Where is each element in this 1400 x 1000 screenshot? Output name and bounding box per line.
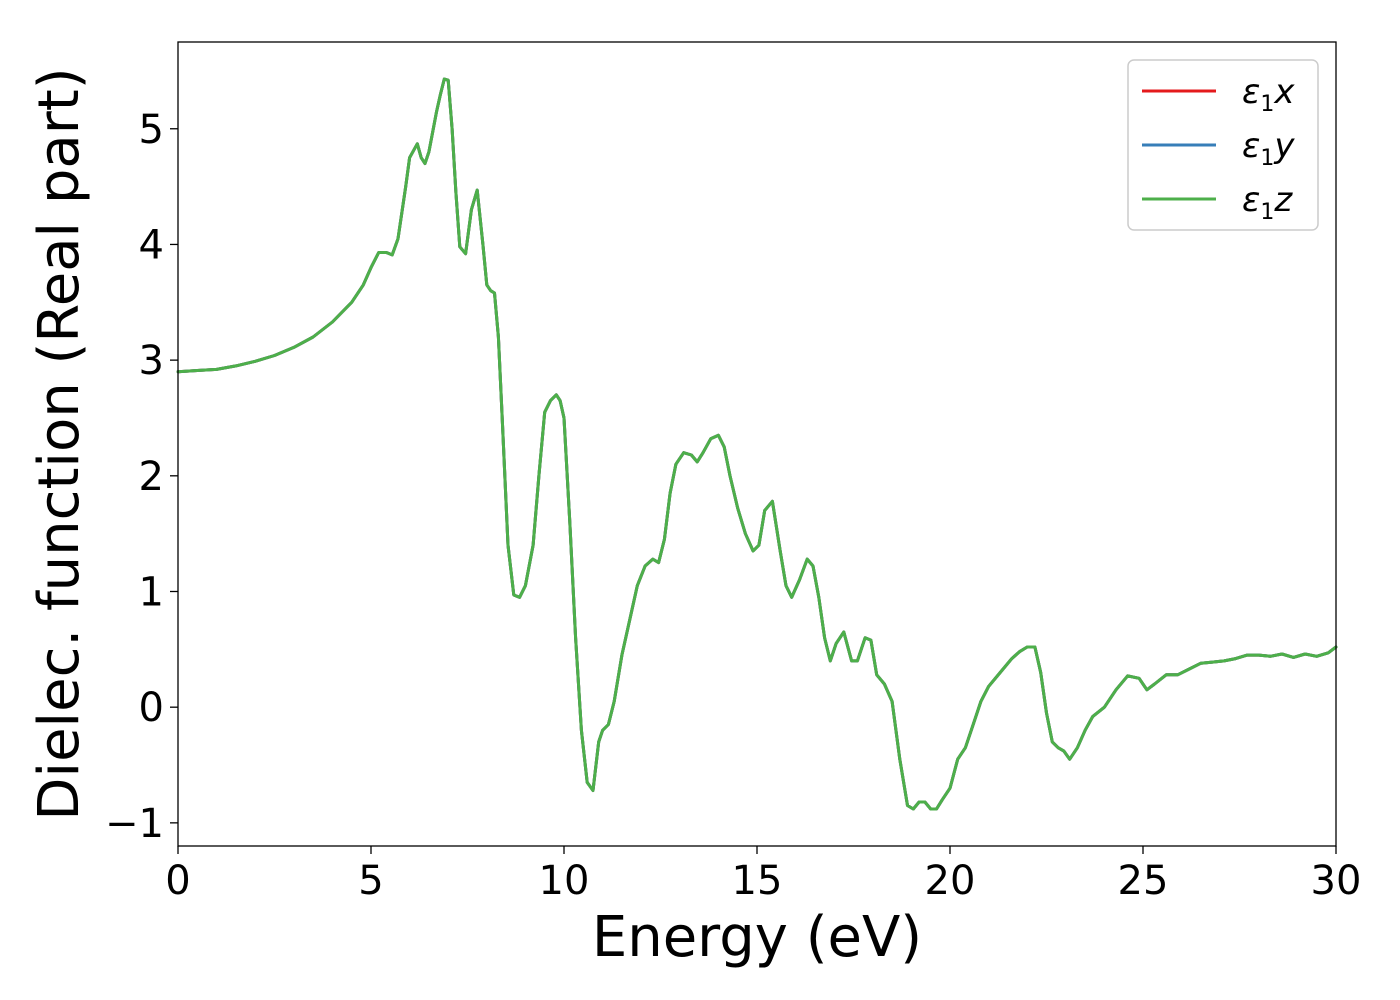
x-axis-ticks: 0 5 10 15 20 25 30 xyxy=(165,846,1361,904)
y-tick-label: 3 xyxy=(139,338,164,384)
x-tick-label: 15 xyxy=(732,858,783,904)
legend-component: y xyxy=(1273,126,1295,166)
x-tick-label: 5 xyxy=(358,858,383,904)
y-tick-label: 5 xyxy=(139,107,164,153)
legend-label-y: ε1y xyxy=(1242,126,1295,171)
legend-label-z: ε1z xyxy=(1242,180,1293,225)
legend-component: x xyxy=(1273,72,1295,112)
y-tick-label: 0 xyxy=(139,685,164,731)
legend-symbol: ε xyxy=(1242,180,1260,220)
series-layer xyxy=(176,77,1338,811)
y-axis-label: Dielec. function (Real part) xyxy=(27,67,92,820)
x-tick-label: 0 xyxy=(165,858,190,904)
x-axis-label: Energy (eV) xyxy=(592,905,922,970)
y-axis-ticks: −1 0 1 2 3 4 5 xyxy=(105,107,178,847)
x-tick-label: 30 xyxy=(1311,858,1362,904)
y-tick-label: −1 xyxy=(105,801,164,847)
y-tick-label: 2 xyxy=(139,454,164,500)
x-tick-label: 25 xyxy=(1118,858,1169,904)
x-tick-label: 20 xyxy=(925,858,976,904)
legend-symbol: ε xyxy=(1242,126,1260,166)
y-tick-label: 1 xyxy=(139,569,164,615)
legend-subscript: 1 xyxy=(1260,146,1274,171)
x-tick-label: 10 xyxy=(539,858,590,904)
legend-symbol: ε xyxy=(1242,72,1260,112)
legend-subscript: 1 xyxy=(1260,200,1274,225)
legend-subscript: 1 xyxy=(1260,92,1274,117)
legend-component: z xyxy=(1273,180,1293,220)
legend-box xyxy=(1127,59,1319,231)
series-line-z xyxy=(176,77,1338,811)
y-tick-label: 4 xyxy=(139,222,164,268)
legend-label-x: ε1x xyxy=(1242,72,1295,117)
